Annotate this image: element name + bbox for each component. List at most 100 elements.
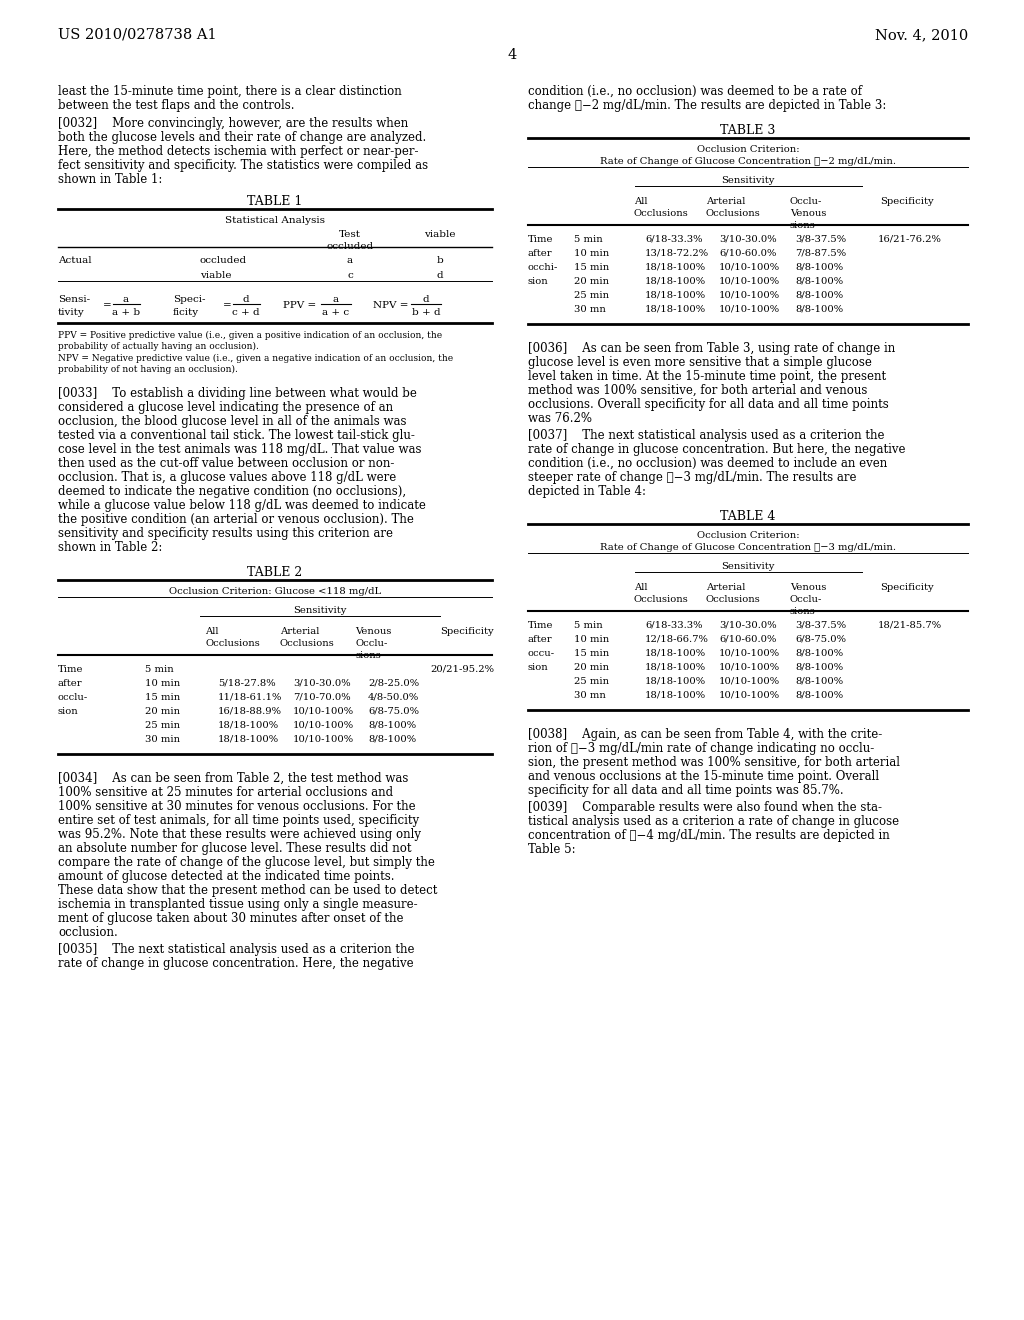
Text: concentration of ≦−4 mg/dL/min. The results are depicted in: concentration of ≦−4 mg/dL/min. The resu… bbox=[528, 829, 890, 842]
Text: 8/8-100%: 8/8-100% bbox=[795, 663, 843, 672]
Text: 20 min: 20 min bbox=[574, 663, 609, 672]
Text: 100% sensitive at 25 minutes for arterial occlusions and: 100% sensitive at 25 minutes for arteria… bbox=[58, 785, 393, 799]
Text: tivity: tivity bbox=[58, 308, 85, 317]
Text: 10/10-100%: 10/10-100% bbox=[719, 290, 780, 300]
Text: All: All bbox=[205, 627, 218, 636]
Text: 8/8-100%: 8/8-100% bbox=[795, 649, 843, 657]
Text: 6/8-75.0%: 6/8-75.0% bbox=[368, 708, 419, 715]
Text: viable: viable bbox=[200, 271, 231, 280]
Text: least the 15-minute time point, there is a clear distinction: least the 15-minute time point, there is… bbox=[58, 84, 401, 98]
Text: 6/18-33.3%: 6/18-33.3% bbox=[645, 620, 702, 630]
Text: 18/18-100%: 18/18-100% bbox=[645, 290, 707, 300]
Text: =: = bbox=[103, 301, 112, 310]
Text: 25 min: 25 min bbox=[574, 677, 609, 686]
Text: 3/10-30.0%: 3/10-30.0% bbox=[719, 235, 776, 244]
Text: 8/8-100%: 8/8-100% bbox=[795, 290, 843, 300]
Text: 10/10-100%: 10/10-100% bbox=[293, 708, 354, 715]
Text: All: All bbox=[634, 583, 647, 591]
Text: All: All bbox=[634, 197, 647, 206]
Text: 5 min: 5 min bbox=[574, 620, 603, 630]
Text: 18/21-85.7%: 18/21-85.7% bbox=[878, 620, 942, 630]
Text: occluded: occluded bbox=[327, 242, 374, 251]
Text: tistical analysis used as a criterion a rate of change in glucose: tistical analysis used as a criterion a … bbox=[528, 814, 899, 828]
Text: level taken in time. At the 15-minute time point, the present: level taken in time. At the 15-minute ti… bbox=[528, 370, 886, 383]
Text: 10/10-100%: 10/10-100% bbox=[293, 721, 354, 730]
Text: fect sensitivity and specificity. The statistics were compiled as: fect sensitivity and specificity. The st… bbox=[58, 158, 428, 172]
Text: a: a bbox=[123, 294, 129, 304]
Text: Occlusions: Occlusions bbox=[706, 595, 761, 605]
Text: 3/10-30.0%: 3/10-30.0% bbox=[719, 620, 776, 630]
Text: occluded: occluded bbox=[200, 256, 247, 265]
Text: 18/18-100%: 18/18-100% bbox=[645, 277, 707, 286]
Text: occlusion. That is, a glucose values above 118 g/dL were: occlusion. That is, a glucose values abo… bbox=[58, 471, 396, 484]
Text: Occlusions: Occlusions bbox=[205, 639, 260, 648]
Text: Actual: Actual bbox=[58, 256, 91, 265]
Text: NPV = Negative predictive value (i.e., given a negative indication of an occlusi: NPV = Negative predictive value (i.e., g… bbox=[58, 354, 454, 363]
Text: 8/8-100%: 8/8-100% bbox=[795, 305, 843, 314]
Text: sions: sions bbox=[790, 220, 816, 230]
Text: Time: Time bbox=[528, 620, 554, 630]
Text: Occlusions: Occlusions bbox=[634, 209, 689, 218]
Text: TABLE 2: TABLE 2 bbox=[248, 566, 303, 579]
Text: Venous: Venous bbox=[790, 583, 826, 591]
Text: 8/8-100%: 8/8-100% bbox=[795, 690, 843, 700]
Text: Venous: Venous bbox=[790, 209, 826, 218]
Text: ischemia in transplanted tissue using only a single measure-: ischemia in transplanted tissue using on… bbox=[58, 898, 418, 911]
Text: rate of change in glucose concentration. Here, the negative: rate of change in glucose concentration.… bbox=[58, 957, 414, 970]
Text: [0033]    To establish a dividing line between what would be: [0033] To establish a dividing line betw… bbox=[58, 387, 417, 400]
Text: 18/18-100%: 18/18-100% bbox=[645, 263, 707, 272]
Text: 16/21-76.2%: 16/21-76.2% bbox=[878, 235, 942, 244]
Text: 18/18-100%: 18/18-100% bbox=[645, 663, 707, 672]
Text: Arterial: Arterial bbox=[280, 627, 319, 636]
Text: was 95.2%. Note that these results were achieved using only: was 95.2%. Note that these results were … bbox=[58, 828, 421, 841]
Text: 10/10-100%: 10/10-100% bbox=[719, 305, 780, 314]
Text: 10/10-100%: 10/10-100% bbox=[719, 663, 780, 672]
Text: glucose level is even more sensitive that a simple glucose: glucose level is even more sensitive tha… bbox=[528, 356, 871, 370]
Text: sion: sion bbox=[528, 277, 549, 286]
Text: Nov. 4, 2010: Nov. 4, 2010 bbox=[874, 28, 968, 42]
Text: Test: Test bbox=[339, 230, 361, 239]
Text: both the glucose levels and their rate of change are analyzed.: both the glucose levels and their rate o… bbox=[58, 131, 426, 144]
Text: viable: viable bbox=[424, 230, 456, 239]
Text: method was 100% sensitive, for both arterial and venous: method was 100% sensitive, for both arte… bbox=[528, 384, 867, 397]
Text: probability of actually having an occlusion).: probability of actually having an occlus… bbox=[58, 342, 259, 351]
Text: while a glucose value below 118 g/dL was deemed to indicate: while a glucose value below 118 g/dL was… bbox=[58, 499, 426, 512]
Text: 6/18-33.3%: 6/18-33.3% bbox=[645, 235, 702, 244]
Text: steeper rate of change ≦−3 mg/dL/min. The results are: steeper rate of change ≦−3 mg/dL/min. Th… bbox=[528, 471, 856, 484]
Text: Speci-: Speci- bbox=[173, 294, 206, 304]
Text: These data show that the present method can be used to detect: These data show that the present method … bbox=[58, 884, 437, 898]
Text: 8/8-100%: 8/8-100% bbox=[368, 721, 416, 730]
Text: ment of glucose taken about 30 minutes after onset of the: ment of glucose taken about 30 minutes a… bbox=[58, 912, 403, 925]
Text: 8/8-100%: 8/8-100% bbox=[795, 277, 843, 286]
Text: occu-: occu- bbox=[528, 649, 555, 657]
Text: sion: sion bbox=[58, 708, 79, 715]
Text: rate of change in glucose concentration. But here, the negative: rate of change in glucose concentration.… bbox=[528, 444, 905, 455]
Text: 8/8-100%: 8/8-100% bbox=[368, 735, 416, 744]
Text: [0034]    As can be seen from Table 2, the test method was: [0034] As can be seen from Table 2, the … bbox=[58, 772, 409, 785]
Text: 16/18-88.9%: 16/18-88.9% bbox=[218, 708, 282, 715]
Text: Venous: Venous bbox=[355, 627, 391, 636]
Text: 30 min: 30 min bbox=[145, 735, 180, 744]
Text: shown in Table 2:: shown in Table 2: bbox=[58, 541, 163, 554]
Text: b: b bbox=[436, 256, 443, 265]
Text: Specificity: Specificity bbox=[440, 627, 494, 636]
Text: Occlusions: Occlusions bbox=[706, 209, 761, 218]
Text: 4/8-50.0%: 4/8-50.0% bbox=[368, 693, 419, 702]
Text: after: after bbox=[528, 635, 553, 644]
Text: sensitivity and specificity results using this criterion are: sensitivity and specificity results usin… bbox=[58, 527, 393, 540]
Text: occlusion.: occlusion. bbox=[58, 927, 118, 939]
Text: Sensi-: Sensi- bbox=[58, 294, 90, 304]
Text: 5/18-27.8%: 5/18-27.8% bbox=[218, 678, 275, 688]
Text: NPV =: NPV = bbox=[373, 301, 409, 310]
Text: an absolute number for glucose level. These results did not: an absolute number for glucose level. Th… bbox=[58, 842, 412, 855]
Text: deemed to indicate the negative condition (no occlusions),: deemed to indicate the negative conditio… bbox=[58, 484, 407, 498]
Text: 15 min: 15 min bbox=[574, 263, 609, 272]
Text: a: a bbox=[347, 256, 353, 265]
Text: Arterial: Arterial bbox=[706, 197, 745, 206]
Text: Arterial: Arterial bbox=[706, 583, 745, 591]
Text: occlu-: occlu- bbox=[58, 693, 88, 702]
Text: 18/18-100%: 18/18-100% bbox=[645, 690, 707, 700]
Text: d: d bbox=[423, 294, 429, 304]
Text: 20 min: 20 min bbox=[574, 277, 609, 286]
Text: 10 min: 10 min bbox=[574, 635, 609, 644]
